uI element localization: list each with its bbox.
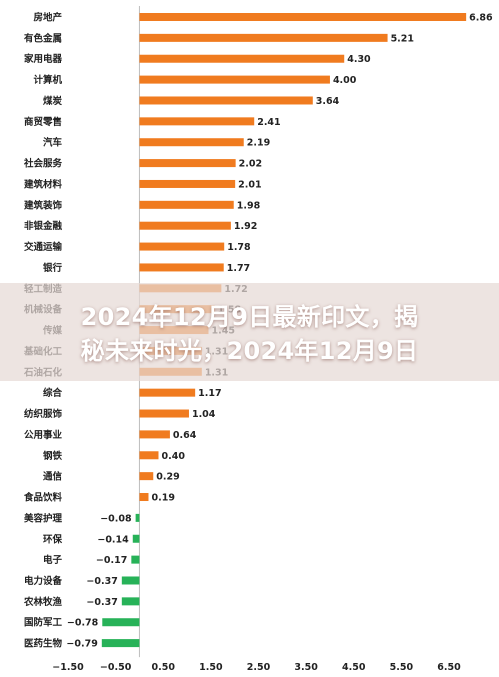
category-label: 银行 (43, 262, 63, 274)
category-label: 国防军工 (24, 617, 63, 629)
bar (101, 639, 140, 648)
category-label: 交通运输 (24, 241, 63, 253)
category-label: 农林牧渔 (23, 596, 63, 608)
value-label: 5.21 (391, 33, 414, 44)
value-label: 3.64 (316, 96, 340, 107)
value-label: 1.92 (234, 221, 257, 232)
value-label: 0.40 (161, 451, 185, 462)
value-label: 1.78 (227, 242, 251, 253)
category-label: 电力设备 (24, 575, 63, 587)
bar (139, 221, 231, 230)
bar (139, 451, 159, 460)
x-tick-label: 1.50 (199, 662, 223, 673)
category-label: 公用事业 (24, 429, 63, 441)
value-label: 1.98 (237, 200, 261, 211)
bar (139, 263, 224, 272)
category-label: 汽车 (43, 137, 63, 149)
bar (139, 242, 225, 251)
value-label: 0.19 (151, 493, 174, 504)
x-tick-label: 2.50 (247, 662, 271, 673)
value-label: −0.08 (100, 513, 132, 524)
title-overlay-band (0, 283, 499, 381)
x-tick-label: 6.50 (437, 662, 461, 673)
bar (102, 618, 140, 627)
bar (139, 117, 255, 126)
bar (135, 513, 140, 522)
value-label: 2.02 (239, 159, 262, 170)
overlay-line-1: 2024年12月9日最新印文，揭 (80, 303, 419, 331)
value-label: −0.17 (96, 555, 127, 566)
bar (139, 159, 236, 168)
overlay-line-2: 秘未来时光，2024年12月9日 (80, 337, 419, 365)
value-label: −0.37 (86, 597, 117, 608)
category-label: 非银金融 (24, 220, 63, 232)
value-label: −0.37 (86, 576, 117, 587)
x-tick-label: −0.50 (100, 662, 132, 673)
category-label: 社会服务 (23, 158, 63, 170)
x-tick-label: 4.50 (342, 662, 366, 673)
category-label: 环保 (43, 533, 63, 545)
category-label: 建筑装饰 (23, 199, 63, 211)
bar (139, 430, 170, 439)
title-overlay-text: 2024年12月9日最新印文，揭 秘未来时光，2024年12月9日 (0, 300, 499, 368)
bar (139, 388, 196, 397)
bar (132, 534, 140, 543)
value-label: 2.01 (238, 179, 261, 190)
bar (121, 597, 140, 606)
value-label: 0.29 (156, 472, 179, 483)
bar (139, 493, 149, 502)
value-label: 2.19 (247, 138, 270, 149)
category-label: 医药生物 (24, 638, 63, 650)
bar (139, 54, 345, 63)
value-label: 4.30 (347, 54, 371, 65)
category-label: 食品饮料 (23, 492, 63, 504)
x-tick-label: −1.50 (52, 662, 84, 673)
category-label: 美容护理 (23, 512, 63, 524)
value-label: 0.64 (173, 430, 197, 441)
x-tick-label: 3.50 (294, 662, 318, 673)
category-label: 家用电器 (24, 53, 63, 65)
category-label: 商贸零售 (24, 116, 62, 128)
category-label: 综合 (43, 387, 63, 399)
bar (139, 33, 388, 42)
value-label: 1.17 (198, 388, 221, 399)
x-tick-label: 0.50 (152, 662, 176, 673)
bar (131, 555, 140, 564)
category-label: 电子 (43, 554, 63, 566)
value-label: 2.41 (257, 117, 280, 128)
bar (139, 138, 244, 147)
category-label: 建筑材料 (23, 178, 63, 190)
bar (139, 75, 330, 84)
bar (139, 409, 189, 418)
category-label: 计算机 (33, 74, 62, 86)
bar (139, 179, 236, 188)
category-label: 纺织服饰 (24, 408, 63, 420)
value-label: −0.14 (97, 534, 129, 545)
value-label: 4.00 (333, 75, 357, 86)
x-tick-label: 5.50 (390, 662, 414, 673)
value-label: 1.04 (192, 409, 216, 420)
value-label: −0.79 (66, 639, 97, 650)
category-label: 钢铁 (43, 450, 63, 462)
category-label: 有色金属 (24, 32, 62, 44)
category-label: 房地产 (33, 12, 62, 24)
bar (139, 13, 467, 21)
value-label: 6.86 (469, 13, 493, 24)
bar (139, 200, 234, 209)
category-label: 通信 (43, 471, 63, 483)
category-label: 煤炭 (43, 95, 63, 107)
bar (139, 96, 313, 105)
bar (139, 472, 154, 481)
bar (121, 576, 140, 585)
value-label: 1.77 (227, 263, 250, 274)
value-label: −0.78 (67, 618, 99, 629)
